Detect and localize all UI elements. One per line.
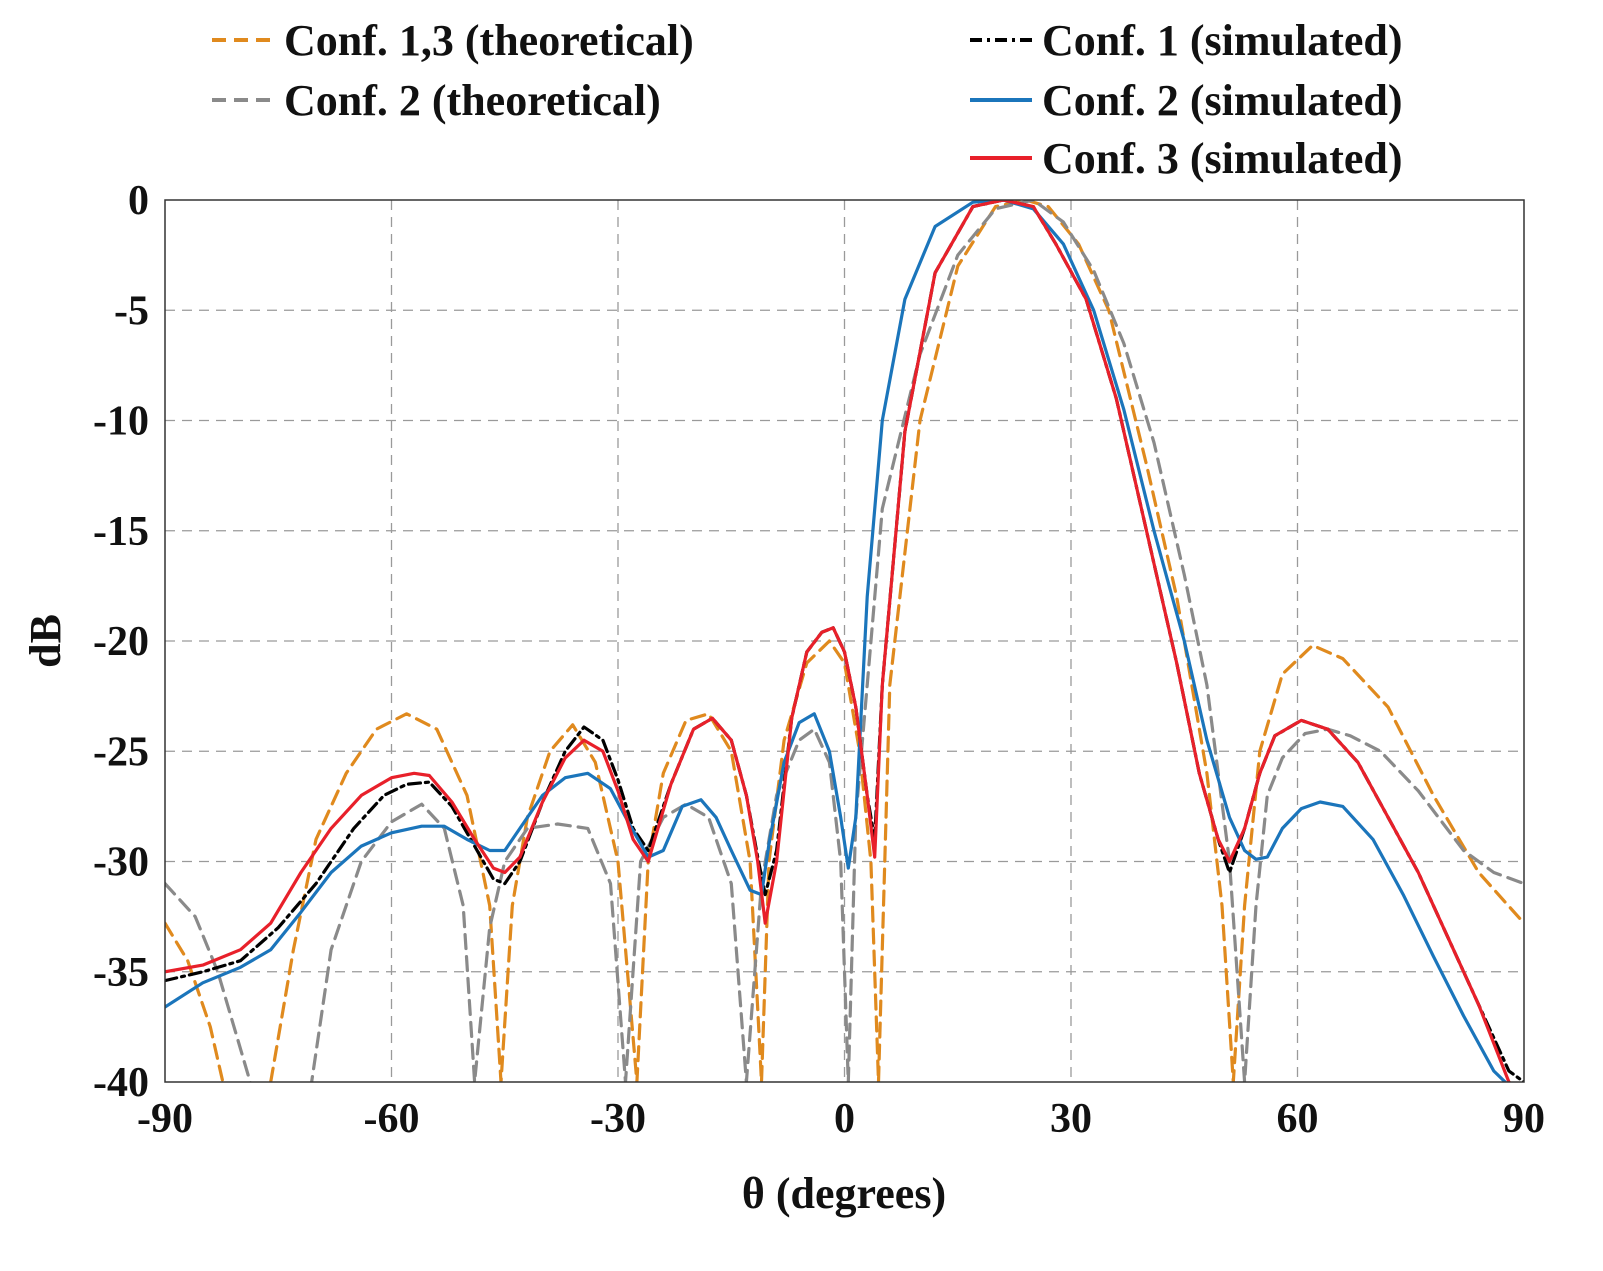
y-tick-label: -40 xyxy=(93,1060,149,1106)
legend: Conf. 1,3 (theoretical) Conf. 2 (theoreti… xyxy=(212,16,1403,183)
x-tick-label: 60 xyxy=(1277,1096,1319,1142)
y-axis-label: dB xyxy=(21,614,70,668)
legend-label: Conf. 2 (simulated) xyxy=(1042,76,1403,125)
tick-labels: -90 -60 -30 0 30 60 90 0 -5 -10 -15 -20 -25 -30 -35 -40 xyxy=(93,178,1545,1142)
x-axis-label: θ (degrees) xyxy=(742,1169,946,1218)
y-tick-label: -30 xyxy=(93,840,149,886)
legend-entry-3: Conf. 1 (simulated) xyxy=(970,16,1403,65)
series-line-2 xyxy=(165,200,1524,1082)
x-tick-label: -90 xyxy=(137,1096,193,1142)
plot-frame xyxy=(164,199,1525,1083)
legend-entry-1: Conf. 1,3 (theoretical) xyxy=(212,16,694,65)
legend-entry-4: Conf. 2 (simulated) xyxy=(970,76,1403,125)
y-tick-label: -5 xyxy=(114,288,149,334)
legend-entry-2: Conf. 2 (theoretical) xyxy=(212,76,661,125)
series-line-1 xyxy=(165,200,1524,1082)
y-tick-label: -35 xyxy=(93,950,149,996)
y-tick-label: -20 xyxy=(93,619,149,665)
legend-label: Conf. 1 (simulated) xyxy=(1042,16,1403,65)
x-tick-label: -60 xyxy=(364,1096,420,1142)
series-line-5 xyxy=(165,200,1512,1082)
series-line-4 xyxy=(165,200,1508,1082)
legend-entry-5: Conf. 3 (simulated) xyxy=(970,134,1403,183)
y-tick-label: -15 xyxy=(93,509,149,555)
y-tick-label: -25 xyxy=(93,729,149,775)
x-tick-label: 0 xyxy=(834,1096,855,1142)
x-tick-label: -30 xyxy=(590,1096,646,1142)
y-tick-label: 0 xyxy=(128,178,149,224)
x-tick-label: 30 xyxy=(1050,1096,1092,1142)
y-tick-label: -10 xyxy=(93,399,149,445)
legend-label: Conf. 2 (theoretical) xyxy=(284,76,661,125)
x-tick-label: 90 xyxy=(1503,1096,1545,1142)
series-group xyxy=(165,200,1524,1082)
legend-label: Conf. 3 (simulated) xyxy=(1042,134,1403,183)
legend-label: Conf. 1,3 (theoretical) xyxy=(284,16,694,65)
